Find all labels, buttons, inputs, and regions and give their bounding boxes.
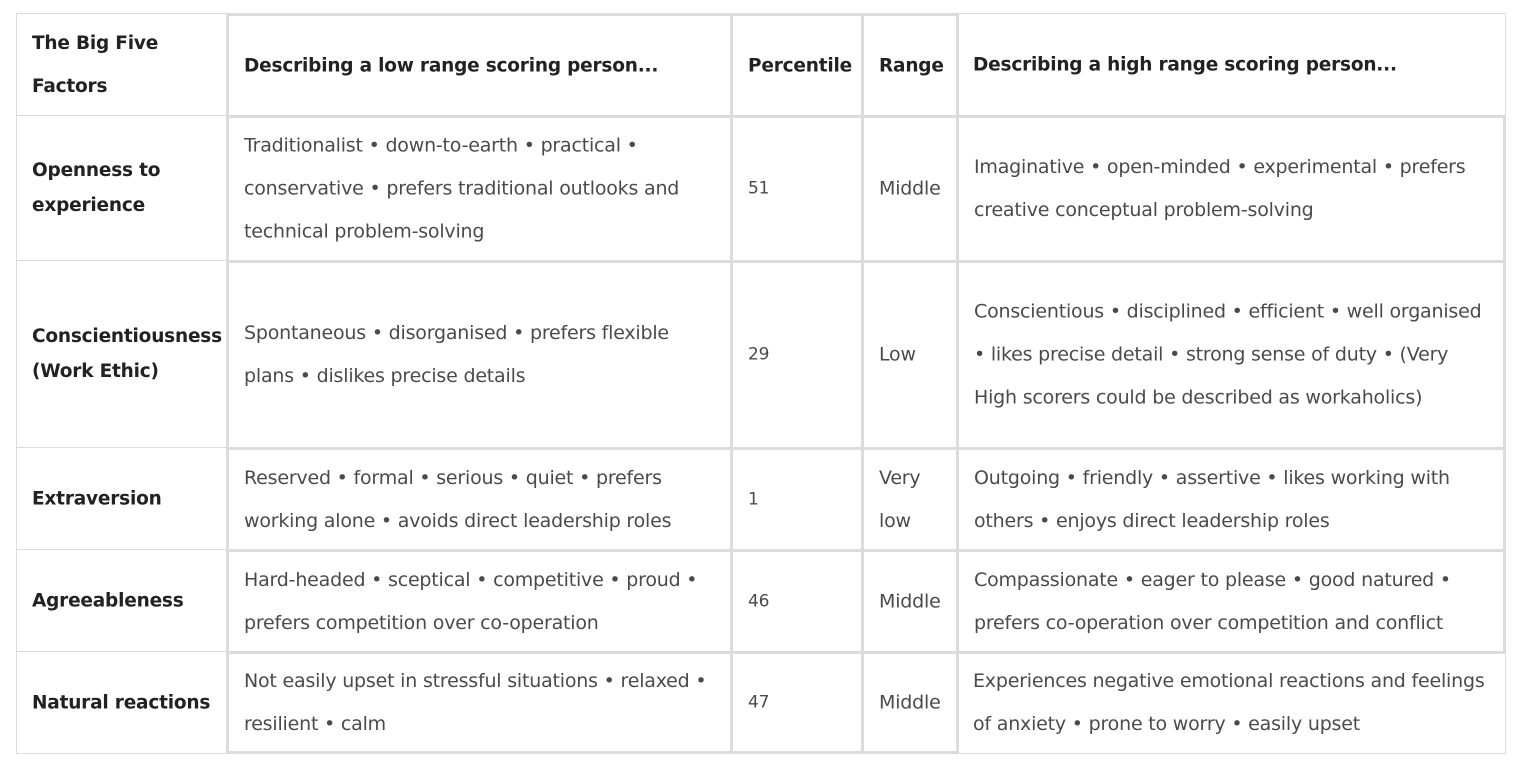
row-agreeableness-range: Middle	[879, 590, 941, 612]
row-extraversion-high: Outgoing • friendly • assertive • likes …	[974, 466, 1450, 532]
header-cell-low: Describing a low range scoring person...	[226, 13, 733, 118]
row-openness-range-cell: Middle	[861, 115, 959, 263]
row-natural-reactions-high: Experiences negative emotional reactions…	[973, 669, 1485, 735]
row-openness-high-cell: Imaginative • open-minded • experimental…	[956, 115, 1506, 263]
row-agreeableness-percentile: 46	[748, 591, 770, 611]
row-extraversion-range-cell: Very low	[861, 447, 959, 552]
header-cell-factor: The Big Five Factors	[16, 13, 228, 116]
row-natural-reactions-factor-cell: Natural reactions	[16, 651, 228, 754]
header-range: Range	[879, 55, 944, 76]
row-agreeableness-factor: Agreeableness	[32, 590, 184, 611]
header-factor: The Big Five Factors	[32, 32, 159, 97]
header-low: Describing a low range scoring person...	[244, 55, 659, 76]
row-openness-low: Traditionalist • down-to-earth • practic…	[244, 134, 680, 243]
big-five-table: The Big Five Factors Describing a low ra…	[16, 13, 1506, 754]
row-conscientiousness-low-cell: Spontaneous • disorganised • prefers fle…	[226, 260, 733, 450]
row-agreeableness-low-cell: Hard-headed • sceptical • competitive • …	[226, 549, 733, 654]
header-high: Describing a high range scoring person..…	[973, 54, 1397, 75]
row-agreeableness-range-cell: Middle	[861, 549, 959, 654]
row-extraversion-percentile-cell: 1	[730, 447, 864, 552]
row-extraversion-factor-cell: Extraversion	[16, 447, 228, 550]
row-openness-low-cell: Traditionalist • down-to-earth • practic…	[226, 115, 733, 263]
row-agreeableness-high: Compassionate • eager to please • good n…	[974, 568, 1451, 634]
row-extraversion-low: Reserved • formal • serious • quiet • pr…	[244, 466, 672, 532]
row-natural-reactions-range-cell: Middle	[861, 651, 959, 754]
row-conscientiousness-percentile-cell: 29	[730, 260, 864, 450]
row-openness-percentile-cell: 51	[730, 115, 864, 263]
header-cell-percentile: Percentile	[730, 13, 864, 118]
row-conscientiousness-range: Low	[879, 343, 916, 366]
header-cell-range: Range	[861, 13, 959, 118]
row-openness-range: Middle	[879, 177, 941, 200]
row-openness-high: Imaginative • open-minded • experimental…	[974, 156, 1466, 221]
row-agreeableness-factor-cell: Agreeableness	[16, 549, 228, 652]
row-extraversion-percentile: 1	[748, 489, 759, 509]
row-natural-reactions-factor: Natural reactions	[32, 692, 211, 713]
row-natural-reactions-high-cell: Experiences negative emotional reactions…	[957, 651, 1506, 754]
row-conscientiousness-high-cell: Conscientious • disciplined • efficient …	[956, 260, 1506, 450]
row-conscientiousness-factor-cell: Conscientiousness (Work Ethic)	[16, 260, 228, 448]
row-conscientiousness-factor: Conscientiousness (Work Ethic)	[32, 326, 222, 382]
row-conscientiousness-high: Conscientious • disciplined • efficient …	[974, 300, 1482, 409]
row-agreeableness-percentile-cell: 46	[730, 549, 864, 654]
header-cell-high: Describing a high range scoring person..…	[957, 13, 1506, 116]
row-natural-reactions-range: Middle	[879, 691, 941, 713]
row-conscientiousness-low: Spontaneous • disorganised • prefers fle…	[244, 322, 669, 387]
row-agreeableness-high-cell: Compassionate • eager to please • good n…	[956, 549, 1506, 654]
row-extraversion-low-cell: Reserved • formal • serious • quiet • pr…	[226, 447, 733, 552]
row-openness-factor-cell: Openness to experience	[16, 115, 228, 261]
row-natural-reactions-low-cell: Not easily upset in stressful situations…	[226, 651, 733, 754]
row-extraversion-factor: Extraversion	[32, 488, 162, 509]
row-natural-reactions-percentile-cell: 47	[730, 651, 864, 754]
row-conscientiousness-percentile: 29	[748, 344, 770, 365]
row-natural-reactions-percentile: 47	[748, 692, 770, 712]
row-agreeableness-low: Hard-headed • sceptical • competitive • …	[244, 568, 698, 634]
row-natural-reactions-low: Not easily upset in stressful situations…	[244, 669, 707, 735]
row-extraversion-high-cell: Outgoing • friendly • assertive • likes …	[956, 447, 1506, 552]
row-openness-percentile: 51	[748, 178, 770, 199]
row-openness-factor: Openness to experience	[32, 160, 161, 216]
row-conscientiousness-range-cell: Low	[861, 260, 959, 450]
row-extraversion-range: Very low	[879, 466, 921, 532]
header-percentile: Percentile	[748, 55, 852, 76]
